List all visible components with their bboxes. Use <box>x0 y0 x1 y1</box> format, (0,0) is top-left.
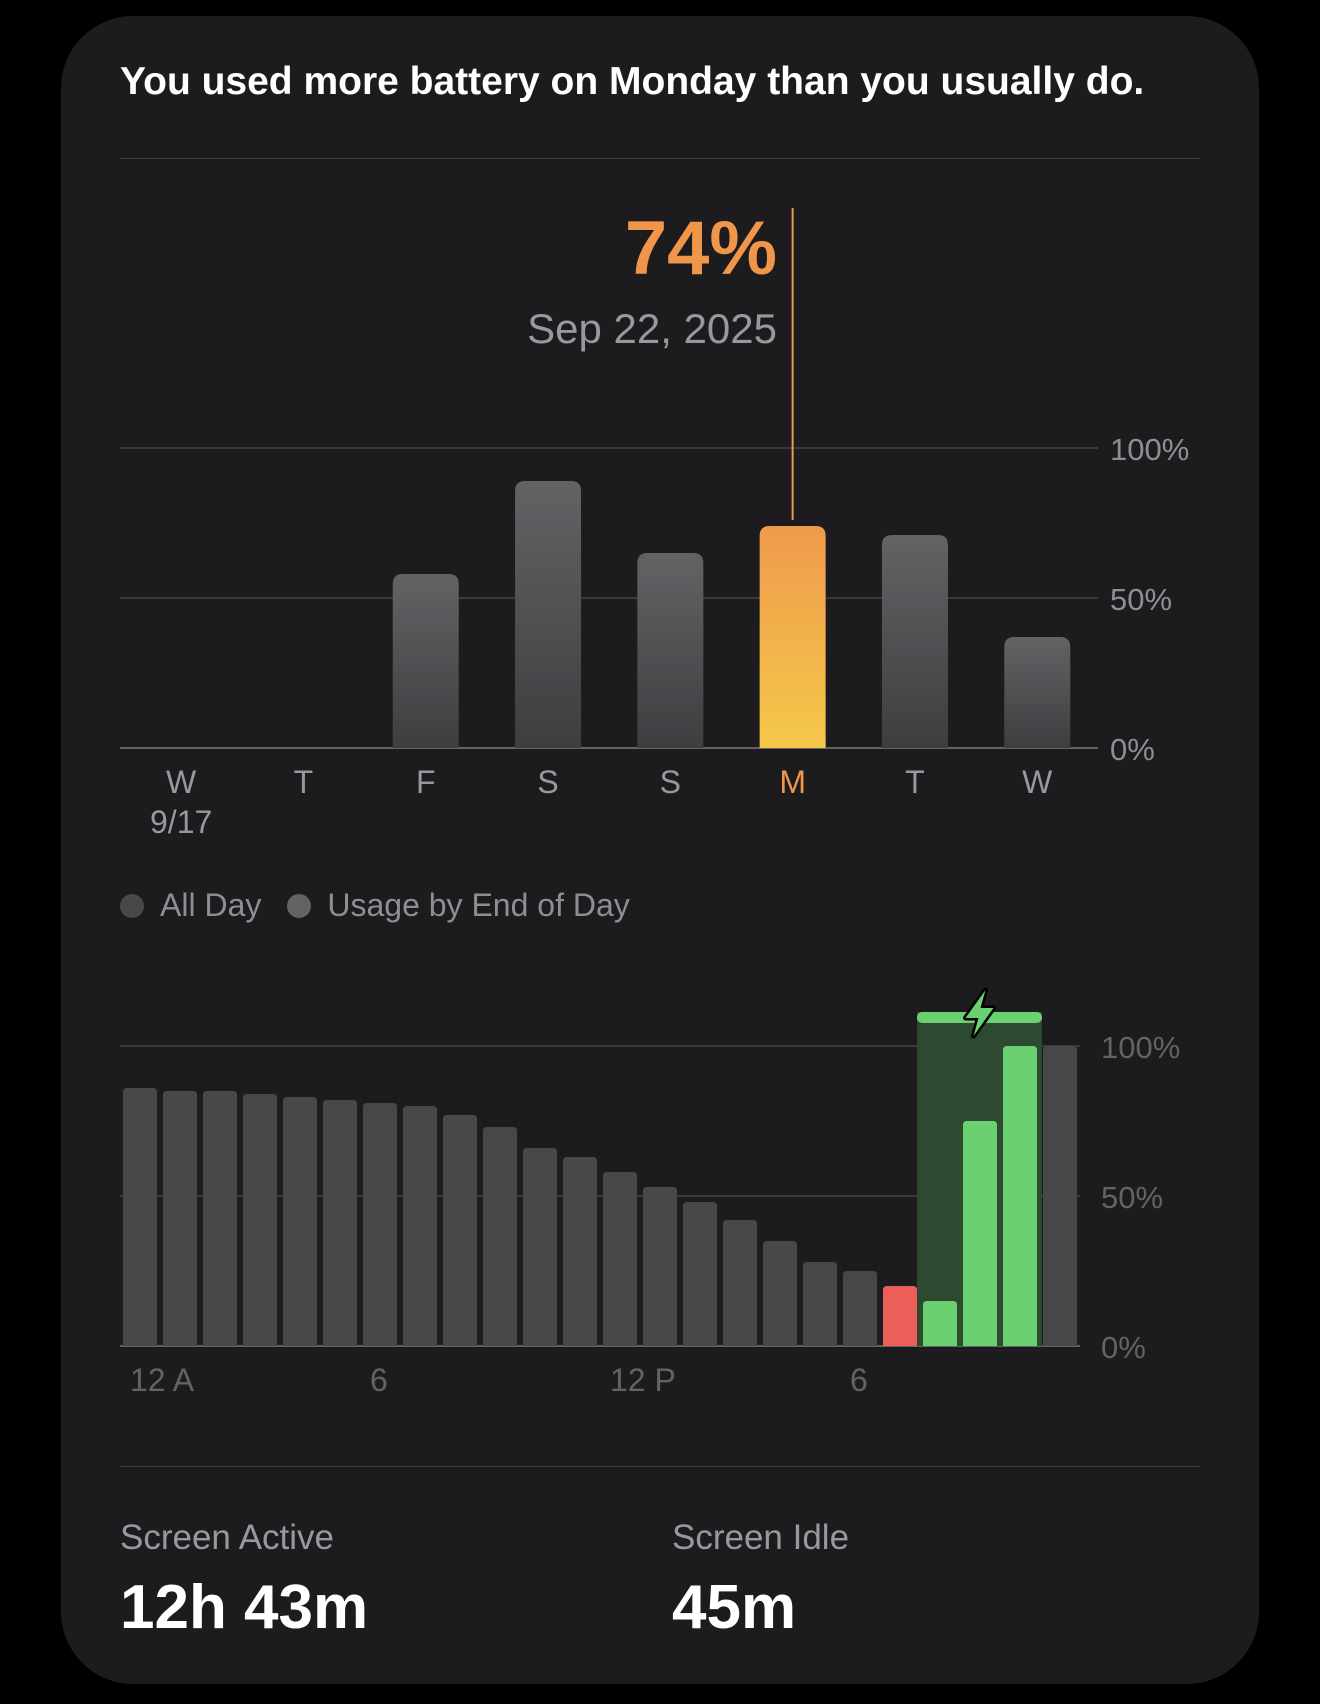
hour-bar-normal <box>683 1202 717 1346</box>
hour-bar-normal <box>643 1187 677 1346</box>
screen-idle-value: 45m <box>672 1573 797 1642</box>
week-day-label: T <box>905 764 925 800</box>
hour-bar-normal <box>723 1220 757 1346</box>
hour-bar-normal <box>563 1157 597 1346</box>
legend-usage-end-of-day[interactable]: Usage by End of Day <box>327 887 630 923</box>
hour-bar-normal <box>123 1088 157 1346</box>
hour-y-tick: 50% <box>1101 1180 1163 1215</box>
hour-bar-charging <box>1003 1046 1037 1346</box>
screen-active-label: Screen Active <box>120 1518 334 1557</box>
week-bar <box>392 574 459 748</box>
week-bar-selected <box>759 526 826 748</box>
week-y-tick: 50% <box>1110 582 1172 617</box>
hour-bar-normal <box>763 1241 797 1346</box>
hour-bar-normal <box>323 1100 357 1346</box>
week-day-label: T <box>294 764 314 800</box>
bottom-divider <box>120 1466 1200 1467</box>
hour-bar-normal <box>403 1106 437 1346</box>
week-day-label: W <box>1022 764 1053 800</box>
week-day-label: F <box>416 764 436 800</box>
hour-bar-future <box>1043 1046 1077 1346</box>
week-date-label: 9/17 <box>150 804 212 840</box>
hour-bar-normal <box>243 1094 277 1346</box>
legend-dot-all-day <box>120 893 144 918</box>
hour-bar-normal <box>443 1115 477 1346</box>
hour-bar-normal <box>363 1103 397 1346</box>
hour-bar-normal <box>483 1127 517 1346</box>
hour-x-tick: 12 P <box>610 1362 676 1398</box>
chart-legend: All Day Usage by End of Day <box>120 887 630 924</box>
hour-x-tick: 12 A <box>130 1362 195 1398</box>
hour-bar-charging <box>963 1121 997 1346</box>
screen-idle-stat: Screen Idle 45m <box>672 1518 849 1643</box>
week-bar <box>881 535 948 748</box>
hour-y-tick: 100% <box>1101 1030 1180 1065</box>
week-y-tick: 0% <box>1110 732 1155 767</box>
top-divider <box>120 158 1200 159</box>
hour-bar-normal <box>523 1148 557 1346</box>
battery-usage-card <box>61 16 1259 1684</box>
week-day-label: S <box>537 764 558 800</box>
hour-bar-normal <box>283 1097 317 1346</box>
hour-bar-normal <box>603 1172 637 1346</box>
lightning-bolt-icon <box>963 987 996 1039</box>
week-bar <box>1004 637 1071 748</box>
legend-all-day[interactable]: All Day <box>160 887 262 923</box>
selected-day-date: Sep 22, 2025 <box>527 305 777 352</box>
hour-y-tick: 0% <box>1101 1330 1146 1365</box>
screen-active-value: 12h 43m <box>120 1573 369 1642</box>
legend-dot-usage-end <box>287 893 312 918</box>
hour-x-tick: 6 <box>370 1362 388 1398</box>
hour-x-tick: 6 <box>850 1362 868 1398</box>
hour-bar-normal <box>203 1091 237 1346</box>
week-day-label: M <box>779 764 806 800</box>
screen-active-stat: Screen Active 12h 43m <box>120 1518 368 1643</box>
week-day-label: S <box>660 764 681 800</box>
screen-idle-label: Screen Idle <box>672 1518 850 1557</box>
hour-bar-normal <box>843 1271 877 1346</box>
selected-day-value: 74% <box>624 206 777 291</box>
week-day-label: W <box>166 764 197 800</box>
hour-bar-normal <box>163 1091 197 1346</box>
usage-headline: You used more battery on Monday than you… <box>120 60 1145 103</box>
week-bar <box>637 553 704 748</box>
hour-bar-low <box>883 1286 917 1346</box>
hour-bar-normal <box>803 1262 837 1346</box>
week-y-tick: 100% <box>1110 432 1189 467</box>
hour-bar-charging <box>923 1301 957 1346</box>
week-bar <box>515 481 582 748</box>
